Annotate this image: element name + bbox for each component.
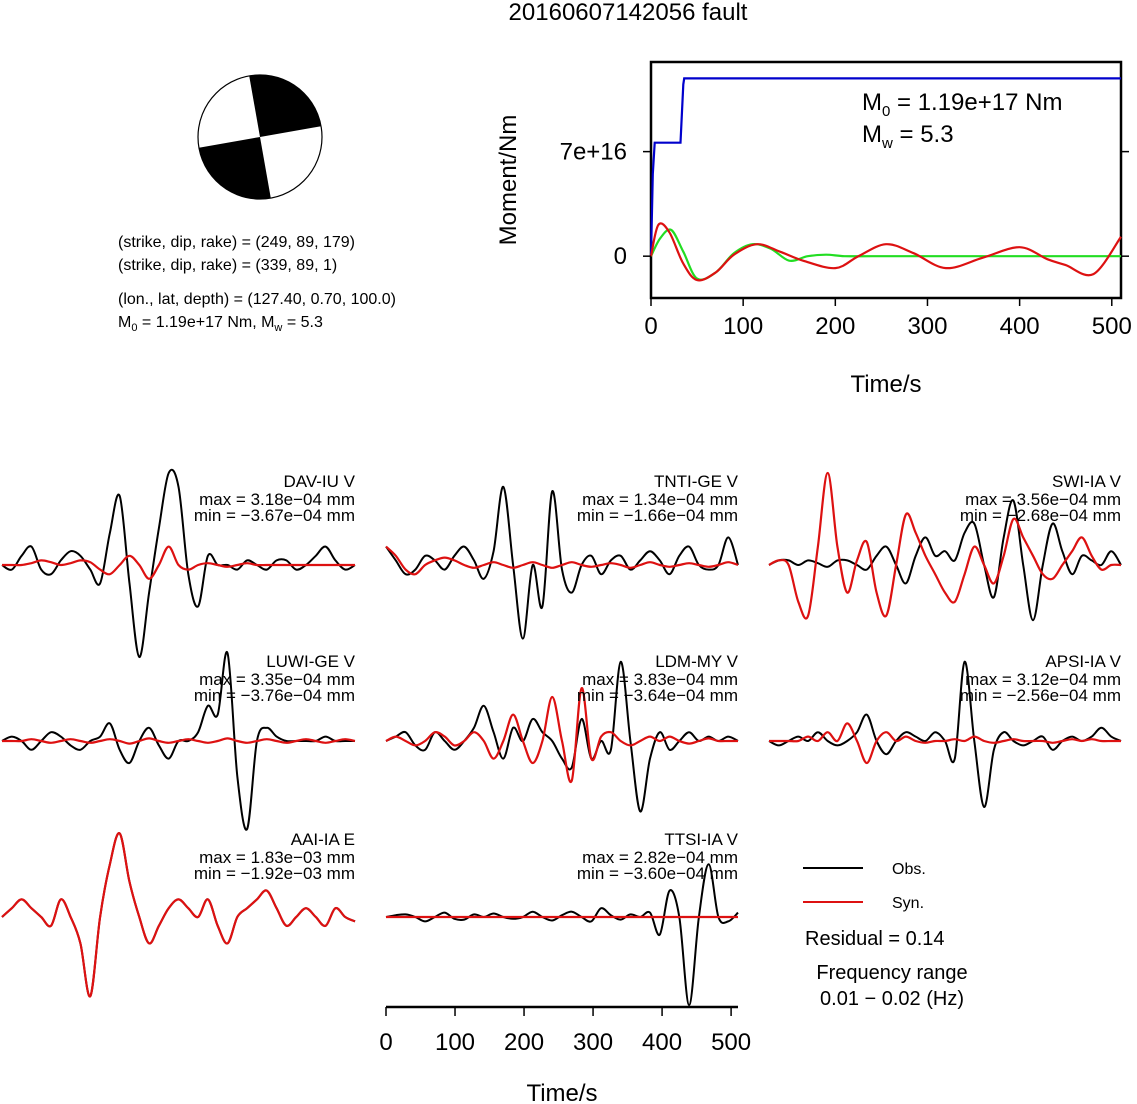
figure-title: 20160607142056 fault	[509, 0, 748, 26]
moment-x-tick-label: 100	[723, 313, 763, 340]
waveform-synthetic	[385, 545, 739, 576]
legend-syn-label: Syn.	[892, 895, 924, 912]
frequency-range-label: Frequency range	[816, 962, 967, 984]
moment-x-tick-label: 300	[907, 313, 947, 340]
waveform-time-axis: Time/s 0 100 200 300 400 500	[379, 1005, 751, 1104]
waveform-synthetic	[1, 545, 355, 580]
waveform-x-tick-label: 300	[573, 1029, 613, 1056]
mechanism-line-1: (strike, dip, rake) = (249, 89, 179)	[118, 234, 355, 251]
moment-series-1	[650, 228, 1121, 281]
waveform-x-axis-label: Time/s	[526, 1080, 597, 1104]
moment-series-0	[649, 77, 1121, 257]
waveform-synthetic	[769, 722, 1121, 765]
moment-plot-frame	[649, 60, 1123, 300]
waveform-max-label: max = 3.56e−04 mm	[965, 490, 1121, 509]
waveform-min-label: min = −1.66e−04 mm	[577, 506, 738, 525]
moment-y-axis-label: Moment/Nm	[495, 115, 522, 246]
beachball-quadrant-sw	[198, 137, 271, 200]
waveform-station-label: LDM-MY V	[655, 652, 738, 671]
waveform-observed	[768, 499, 1122, 622]
waveform-synthetic	[768, 471, 1122, 620]
waveform-max-label: max = 3.12e−04 mm	[965, 670, 1121, 689]
moment-y-tick-label: 7e+16	[560, 139, 627, 166]
waveform-station-label: TTSI-IA V	[664, 830, 738, 849]
frequency-range-value: 0.01 − 0.02 (Hz)	[820, 988, 964, 1010]
location-line: (lon., lat, depth) = (127.40, 0.70, 100.…	[118, 291, 396, 308]
legend-obs-label: Obs.	[892, 861, 926, 878]
beachball-quadrant-ne	[249, 74, 322, 137]
legend: Obs. Syn. Residual = 0.14 Frequency rang…	[803, 861, 968, 1010]
waveform-max-label: max = 2.82e−04 mm	[582, 848, 738, 867]
waveform-station-label: APSI-IA V	[1045, 652, 1121, 671]
waveform-min-label: min = −2.56e−04 mm	[960, 686, 1121, 705]
moment-x-tick-label: 0	[644, 313, 657, 340]
waveform-min-label: min = −3.67e−04 mm	[194, 506, 355, 525]
waveform-observed	[385, 485, 739, 640]
moment-x-axis-label: Time/s	[850, 371, 921, 398]
waveform-min-label: min = −2.68e−04 mm	[960, 506, 1121, 525]
waveform-min-label: min = −1.92e−03 mm	[194, 864, 355, 883]
waveform-max-label: max = 1.34e−04 mm	[582, 490, 738, 509]
moment-y-tick-label: 0	[614, 243, 627, 270]
waveform-max-label: max = 3.18e−04 mm	[199, 490, 355, 509]
waveform-synthetic	[2, 737, 356, 745]
magnitude-line: M0 = 1.19e+17 Nm, Mw = 5.3	[118, 314, 323, 334]
waveform-max-label: max = 3.83e−04 mm	[582, 670, 738, 689]
waveform-min-label: min = −3.60e−04 mm	[577, 864, 738, 883]
moment-series-group	[649, 77, 1122, 282]
moment-series-2	[649, 222, 1122, 282]
waveform-x-tick-label: 400	[642, 1029, 682, 1056]
waveform-max-label: max = 1.83e−03 mm	[199, 848, 355, 867]
waveform-station-label: AAI-IA E	[291, 830, 355, 849]
moment-x-tick-label: 500	[1092, 313, 1132, 340]
waveform-observed	[1, 468, 356, 659]
waveform-station-label: TNTI-GE V	[654, 472, 739, 491]
waveform-x-tick-label: 500	[711, 1029, 751, 1056]
moment-x-tick-label: 200	[815, 313, 855, 340]
waveform-synthetic	[385, 687, 738, 784]
mechanism-info: (strike, dip, rake) = (249, 89, 179) (st…	[118, 234, 396, 334]
moment-y-axis: 0 7e+16	[560, 139, 1129, 270]
waveform-station-label: LUWI-GE V	[266, 652, 355, 671]
beachball	[197, 74, 323, 200]
waveform-synthetic	[1, 832, 356, 998]
waveform-x-tick-label: 200	[504, 1029, 544, 1056]
waveform-station-label: SWI-IA V	[1052, 472, 1122, 491]
moment-mw-annotation: Mw = 5.3	[862, 121, 954, 152]
waveform-x-tick-label: 100	[435, 1029, 475, 1056]
waveform-max-label: max = 3.35e−04 mm	[199, 670, 355, 689]
waveform-min-label: min = −3.76e−04 mm	[194, 686, 355, 705]
mechanism-line-2: (strike, dip, rake) = (339, 89, 1)	[118, 257, 337, 274]
moment-function-plot: 0 100 200 300 400 500 0 7e+16 Time/s Moment/Nm…	[495, 60, 1132, 398]
waveform-x-tick-label: 0	[379, 1029, 392, 1056]
waveform-observed	[385, 863, 739, 1007]
moment-m0-annotation: M0 = 1.19e+17 Nm	[862, 89, 1062, 120]
moment-x-axis: 0 100 200 300 400 500	[644, 298, 1132, 340]
waveform-station-label: DAV-IU V	[284, 472, 356, 491]
residual-text: Residual = 0.14	[805, 928, 945, 950]
waveform-min-label: min = −3.64e−04 mm	[577, 686, 738, 705]
moment-x-tick-label: 400	[1000, 313, 1040, 340]
